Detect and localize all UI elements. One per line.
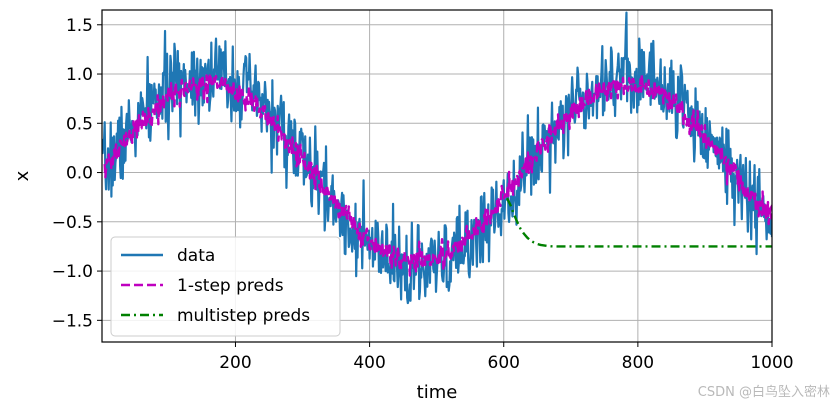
x-tick-label: 400 [353,353,385,373]
watermark: CSDN @白鸟坠入密林 [697,385,830,400]
series-layer [102,11,772,305]
y-tick-label: −1.0 [52,262,93,282]
y-tick-label: 0.5 [66,114,93,134]
x-tick-label: 800 [622,353,654,373]
legend: data 1-step preds multistep preds [110,236,341,337]
y-tick-label: 0.0 [66,164,93,184]
x-tick-label: 1000 [750,353,793,373]
series-line-1-step-preds [103,72,772,277]
x-tick-label: 600 [488,353,520,373]
plot-frame [101,9,773,343]
x-tick-label: 200 [219,353,251,373]
legend-label-multistep-preds: multistep preds [177,306,310,326]
series-line-multistep-preds [506,197,772,248]
legend-label-1-step-preds: 1-step preds [177,276,284,296]
legend-label-data: data [177,246,215,266]
y-tick-label: 1.5 [66,16,93,36]
y-tick-label: −1.5 [52,311,93,331]
x-axis-ticks: 200 400 600 800 1000 [219,342,794,373]
y-tick-label: −0.5 [52,213,93,233]
y-tick-label: 1.0 [66,65,93,85]
y-axis-ticks: −1.5 −1.0 −0.5 0.0 0.5 1.0 1.5 [52,16,102,331]
y-axis-label: x [12,170,33,181]
x-axis-label: time [417,382,458,403]
